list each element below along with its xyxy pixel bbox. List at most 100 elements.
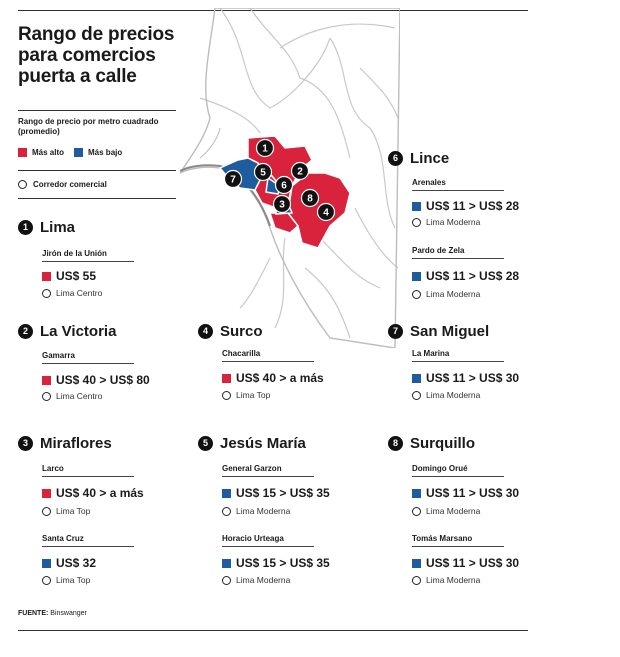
corridor: Lima Moderna (222, 506, 290, 516)
district-name: Lince (410, 149, 450, 167)
circle-icon (42, 288, 51, 298)
number-badge: 6 (388, 150, 403, 166)
district-lima: 1 Lima Jirón de la Unión US$ 55 Lima Cent… (18, 218, 208, 298)
low-swatch (74, 148, 84, 157)
street-name: La Marina (412, 349, 450, 358)
low-swatch (412, 271, 421, 281)
map-marker-5: 5 (260, 168, 266, 179)
corridor: Lima Moderna (412, 390, 480, 400)
street-underline (42, 363, 134, 364)
page-title: Rango de precios para comercios puerta a… (18, 24, 175, 87)
circle-icon (222, 390, 231, 400)
street-underline (412, 190, 504, 191)
corridor: Lima Moderna (412, 289, 480, 299)
price-range: US$ 11 > US$ 30 (412, 371, 519, 385)
district-lince: 6 Lince Arenales US$ 11 > US$ 28 Lima Mod… (388, 149, 578, 299)
price-range: US$ 15 > US$ 35 (222, 556, 330, 570)
district-name: Miraflores (40, 434, 112, 452)
map-marker-4: 4 (323, 208, 329, 219)
high-swatch (42, 271, 51, 281)
map-marker-3: 3 (279, 200, 285, 211)
low-label: Más bajo (88, 148, 123, 157)
low-swatch (412, 488, 421, 498)
price-range: US$ 40 > a más (222, 371, 324, 385)
district-san-miguel: 7 San Miguel La Marina US$ 11 > US$ 30 Li… (388, 322, 578, 400)
corridor: Lima Top (42, 506, 90, 516)
low-swatch (222, 488, 231, 498)
street-name: Horacio Urteaga (222, 534, 284, 543)
legend-subtitle: Rango de precio por metro cuadrado (prom… (18, 117, 159, 136)
high-swatch (42, 488, 51, 498)
high-swatch (42, 375, 51, 385)
number-badge: 4 (198, 323, 213, 339)
street-underline (412, 361, 504, 362)
circle-icon (42, 575, 51, 585)
corridor: Lima Moderna (222, 575, 290, 585)
circle-icon (412, 390, 421, 400)
circle-icon (412, 506, 421, 516)
high-label: Más alto (32, 148, 65, 157)
circle-icon (42, 506, 51, 516)
high-swatch (18, 148, 27, 157)
corridor-label: Corredor comercial (33, 180, 107, 189)
street-name: General Garzon (222, 464, 282, 473)
low-swatch (42, 558, 51, 568)
map-marker-1: 1 (262, 144, 268, 155)
street-underline (42, 546, 134, 547)
street-underline (412, 476, 504, 477)
district-name: Surquillo (410, 434, 475, 452)
legend-corridor: Corredor comercial (18, 180, 107, 189)
street-underline (222, 361, 314, 362)
number-badge: 8 (388, 435, 403, 451)
circle-icon (18, 180, 27, 189)
district-name: San Miguel (410, 322, 490, 340)
legend-price-levels: Más alto Más bajo (18, 148, 122, 157)
number-badge: 5 (198, 435, 213, 451)
legend-mid-rule (18, 170, 176, 171)
street-name: Domingo Orué (412, 464, 468, 473)
price-range: US$ 11 > US$ 28 (412, 199, 519, 213)
map-marker-6: 6 (281, 181, 287, 192)
district-name: Jesús María (220, 434, 306, 452)
low-swatch (222, 558, 231, 568)
circle-icon (222, 575, 231, 585)
district-surquillo: 8 Surquillo Domingo Orué US$ 11 > US$ 30 … (388, 434, 578, 585)
low-swatch (412, 558, 421, 568)
street-underline (42, 476, 134, 477)
corridor: Lima Top (42, 575, 90, 585)
bottom-rule (18, 630, 528, 631)
high-swatch (222, 373, 231, 383)
street-name: Arenales (412, 178, 446, 187)
lima-map: 1 2 3 4 5 6 7 8 (180, 8, 400, 348)
price-range: US$ 55 (42, 269, 96, 283)
number-badge: 1 (18, 219, 33, 235)
district-name: Lima (40, 218, 76, 236)
street-name: Jirón de la Unión (42, 249, 107, 258)
street-name: Chacarilla (222, 349, 261, 358)
price-range: US$ 11 > US$ 30 (412, 556, 519, 570)
price-range: US$ 11 > US$ 28 (412, 269, 519, 283)
district-miraflores: 3 Miraflores Larco US$ 40 > a más Lima To… (18, 434, 208, 585)
district-name: La Victoria (40, 322, 117, 340)
street-name: Gamarra (42, 351, 75, 360)
district-surco: 4 Surco Chacarilla US$ 40 > a más Lima To… (198, 322, 388, 400)
price-range: US$ 11 > US$ 30 (412, 486, 519, 500)
price-range: US$ 32 (42, 556, 96, 570)
district-jesus-maria: 5 Jesús María General Garzon US$ 15 > US$… (198, 434, 388, 585)
corridor: Lima Top (222, 390, 270, 400)
district-name: Surco (220, 322, 263, 340)
top-rule (18, 10, 528, 11)
source-note: FUENTE: Binswanger (18, 610, 87, 617)
street-name: Santa Cruz (42, 534, 84, 543)
circle-icon (222, 506, 231, 516)
street-name: Pardo de Zela (412, 246, 465, 255)
circle-icon (412, 575, 421, 585)
legend-bottom-rule (18, 198, 176, 199)
map-marker-8: 8 (307, 194, 313, 205)
number-badge: 3 (18, 435, 33, 451)
legend-top-rule (18, 110, 176, 111)
low-swatch (412, 373, 421, 383)
circle-icon (42, 391, 51, 401)
number-badge: 2 (18, 323, 33, 339)
corridor: Lima Centro (42, 391, 102, 401)
